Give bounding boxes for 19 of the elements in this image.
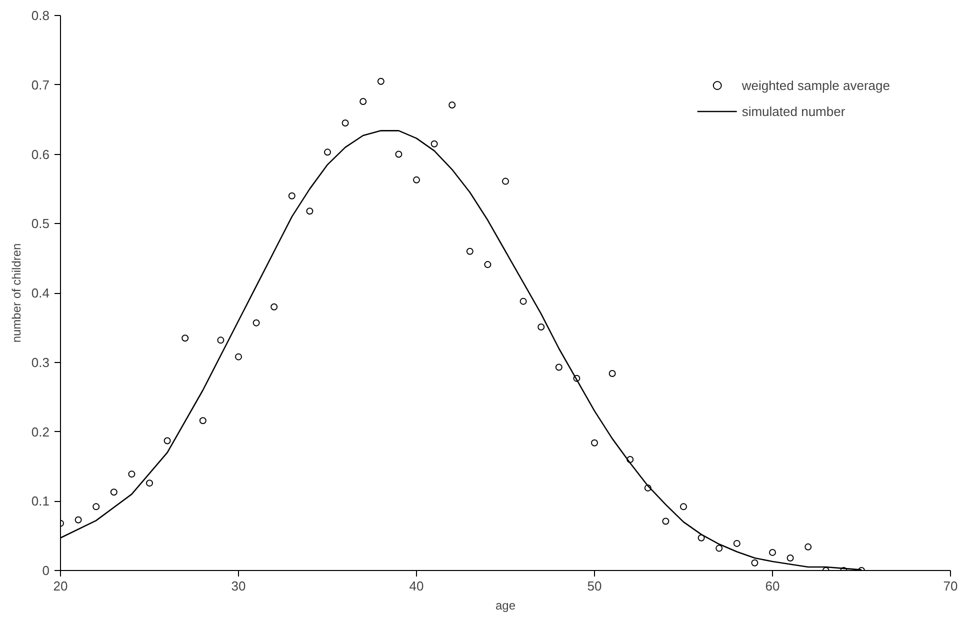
y-tick-label: 0.6 bbox=[31, 146, 50, 162]
legend-label: weighted sample average bbox=[742, 78, 890, 92]
y-tick-label: 0.4 bbox=[31, 286, 50, 300]
y-tick-label: 0.3 bbox=[31, 354, 50, 370]
y-tick-label: 0.1 bbox=[31, 494, 50, 509]
y-tick-label: 0 bbox=[42, 563, 50, 578]
x-tick-label: 40 bbox=[409, 578, 424, 594]
x-tick-label: 30 bbox=[231, 578, 246, 594]
x-axis-title: age bbox=[495, 598, 516, 612]
y-tick-label: 0.5 bbox=[31, 216, 50, 232]
y-tick-label: 0.2 bbox=[31, 424, 50, 440]
y-tick-label: 0.7 bbox=[31, 77, 50, 92]
x-tick-label: 60 bbox=[765, 578, 780, 594]
y-tick-label: 0.8 bbox=[31, 8, 50, 23]
x-tick-label: 70 bbox=[943, 578, 958, 594]
x-tick-label: 50 bbox=[587, 578, 602, 594]
x-tick-label: 20 bbox=[53, 578, 68, 594]
y-axis-title: number of children bbox=[9, 243, 24, 343]
legend-label: simulated number bbox=[742, 104, 846, 118]
